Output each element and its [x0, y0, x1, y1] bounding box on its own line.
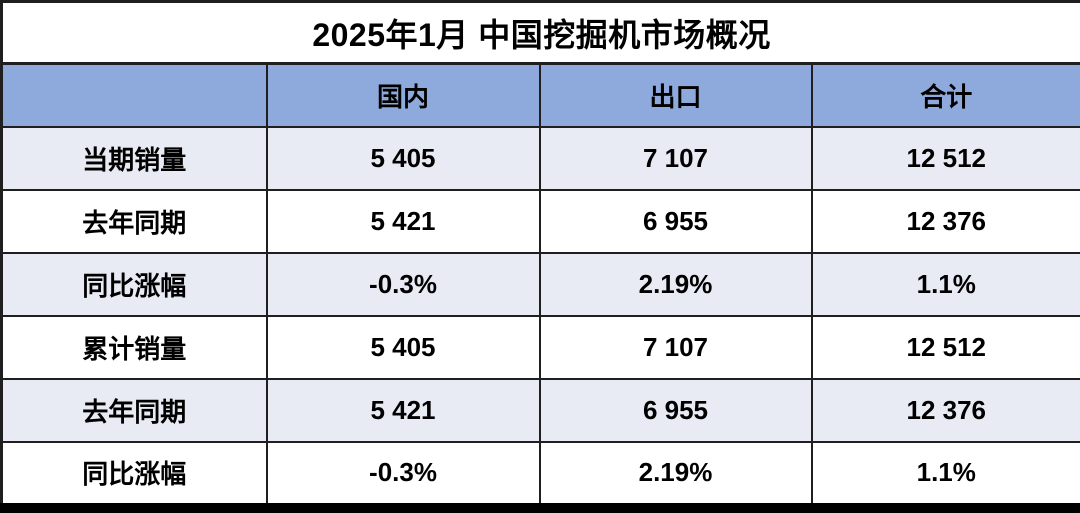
cell-value: 12 376	[810, 188, 1080, 254]
column-header-blank	[0, 62, 268, 128]
cell-value: 2.19%	[538, 440, 813, 503]
column-header-total: 合计	[810, 62, 1080, 128]
cell-value: 6 955	[538, 188, 813, 254]
header-row: 国内 出口 合计	[0, 62, 1080, 128]
cell-value: 1.1%	[810, 251, 1080, 317]
row-label: 同比涨幅	[0, 251, 268, 317]
table-row-cumulative-sales: 累计销量 5 405 7 107 12 512	[0, 314, 1080, 380]
row-label: 同比涨幅	[0, 440, 268, 503]
table-row-last-year-same-period: 去年同期 5 421 6 955 12 376	[0, 188, 1080, 254]
cell-value: 12 512	[810, 314, 1080, 380]
cell-value: 6 955	[538, 377, 813, 443]
cell-value: 12 512	[810, 125, 1080, 191]
cell-value: 2.19%	[538, 251, 813, 317]
table-row-last-year-same-period-cumulative: 去年同期 5 421 6 955 12 376	[0, 377, 1080, 443]
cell-value: 5 421	[265, 377, 541, 443]
column-header-domestic: 国内	[265, 62, 541, 128]
cell-value: 5 421	[265, 188, 541, 254]
table-row-yoy-change-cumulative: 同比涨幅 -0.3% 2.19% 1.1%	[0, 440, 1080, 503]
cell-value: -0.3%	[265, 440, 541, 503]
cell-value: 7 107	[538, 314, 813, 380]
cell-value: 5 405	[265, 314, 541, 380]
cell-value: 12 376	[810, 377, 1080, 443]
cell-value: 1.1%	[810, 440, 1080, 503]
row-label: 去年同期	[0, 188, 268, 254]
table-row-yoy-change: 同比涨幅 -0.3% 2.19% 1.1%	[0, 251, 1080, 317]
row-label: 去年同期	[0, 377, 268, 443]
cell-value: 7 107	[538, 125, 813, 191]
table-title: 2025年1月 中国挖掘机市场概况	[0, 0, 1080, 65]
row-label: 累计销量	[0, 314, 268, 380]
cell-value: 5 405	[265, 125, 541, 191]
column-header-export: 出口	[538, 62, 813, 128]
table-row-current-sales: 当期销量 5 405 7 107 12 512	[0, 125, 1080, 191]
title-row: 2025年1月 中国挖掘机市场概况	[0, 0, 1080, 65]
row-label: 当期销量	[0, 125, 268, 191]
cell-value: -0.3%	[265, 251, 541, 317]
